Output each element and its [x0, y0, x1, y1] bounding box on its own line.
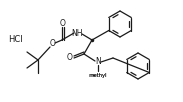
Text: O: O — [67, 53, 73, 62]
Text: methyl: methyl — [89, 73, 107, 78]
Text: HCl: HCl — [8, 35, 23, 44]
Text: NH: NH — [71, 29, 83, 38]
Text: methyl: methyl — [89, 74, 107, 79]
Text: O: O — [50, 39, 56, 48]
Text: O: O — [60, 18, 66, 28]
Text: N: N — [95, 58, 101, 67]
